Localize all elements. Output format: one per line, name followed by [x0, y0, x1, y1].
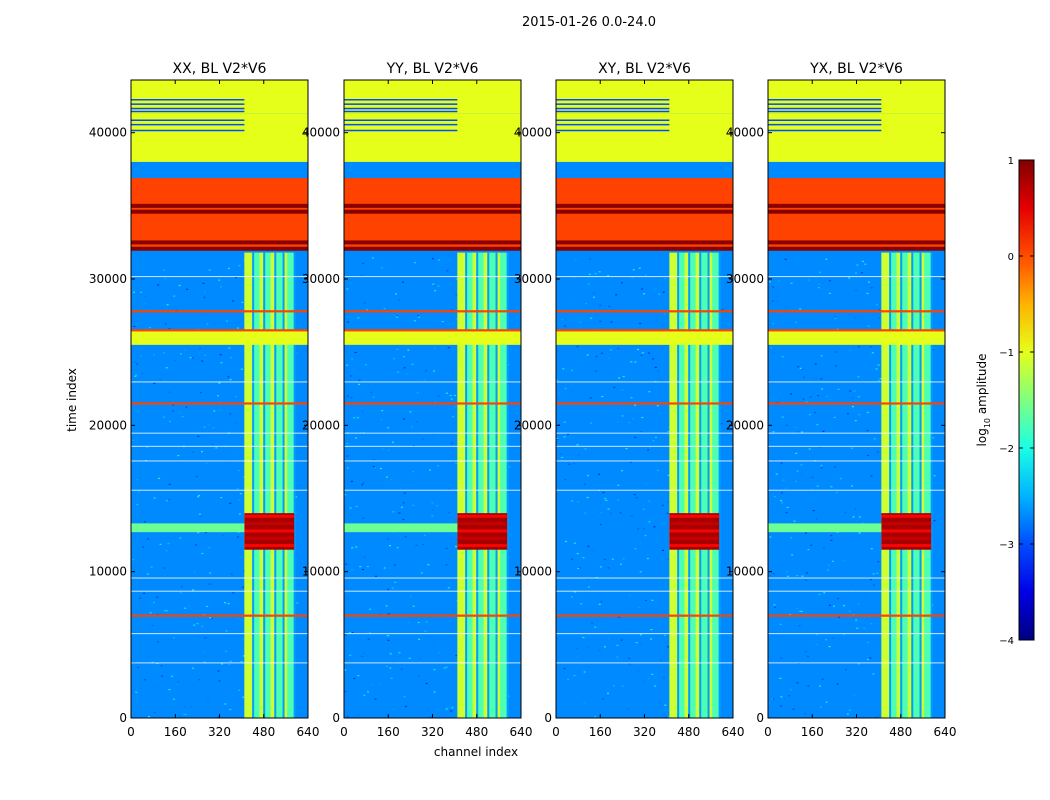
heatmap-image: [344, 80, 521, 718]
y-tick-label: 30000: [726, 272, 764, 286]
y-tick-label: 40000: [726, 126, 764, 140]
x-tick-label: 160: [801, 725, 824, 739]
x-axis-label: channel index: [434, 745, 518, 759]
y-tick-label: 30000: [89, 272, 127, 286]
colorbar-gradient: [1018, 159, 1035, 641]
y-tick-label: 0: [544, 711, 552, 725]
x-tick-label: 160: [164, 725, 187, 739]
heatmap-image: [131, 80, 308, 718]
y-tick-label: 20000: [514, 418, 552, 432]
y-tick-label: 30000: [302, 272, 340, 286]
heatmap-image: [556, 80, 733, 718]
colorbar-tick-label: 0: [1008, 252, 1014, 263]
panel-title: YX, BL V2*V6: [809, 61, 903, 77]
y-tick-label: 10000: [726, 565, 764, 579]
panel-xy: XY, BL V2*V6 0 160 320 480 640 0 10000 20000 3000…: [514, 61, 745, 739]
colorbar-tick-label: −1: [999, 348, 1014, 359]
panels-group: XX, BL V2*V6 0 160 320 480 640 0 10000 20000 3000…: [89, 61, 957, 739]
x-tick-label: 640: [510, 725, 533, 739]
panel-title: YY, BL V2*V6: [386, 61, 479, 77]
panel-xx: XX, BL V2*V6 0 160 320 480 640 0 10000 20000 3000…: [89, 61, 320, 739]
y-tick-label: 20000: [302, 418, 340, 432]
panel-yy: YY, BL V2*V6 0 160 320 480 640 0 10000 20000 3000…: [302, 61, 533, 739]
y-tick-label: 0: [119, 711, 127, 725]
colorbar-tick-label: −2: [999, 444, 1014, 455]
y-tick-label: 30000: [514, 272, 552, 286]
colorbar-tick-label: −4: [999, 636, 1014, 647]
colorbar: 1 0 −1 −2 −3 −4 log10 amplitude: [975, 156, 1035, 647]
panel-title: XX, BL V2*V6: [173, 61, 267, 77]
x-tick-label: 320: [208, 725, 231, 739]
x-tick-label: 0: [764, 725, 772, 739]
x-tick-label: 640: [297, 725, 320, 739]
y-tick-label: 10000: [514, 565, 552, 579]
panel-title: XY, BL V2*V6: [598, 61, 691, 77]
x-tick-label: 320: [421, 725, 444, 739]
panel-yx: YX, BL V2*V6 0 160 320 480 640 0 10000 20000 3000…: [726, 61, 957, 739]
colorbar-label: log10 amplitude: [975, 354, 992, 447]
x-tick-label: 160: [377, 725, 400, 739]
figure-suptitle: 2015-01-26 0.0-24.0: [522, 15, 656, 30]
x-tick-label: 160: [589, 725, 612, 739]
y-tick-label: 0: [756, 711, 764, 725]
y-tick-label: 10000: [89, 565, 127, 579]
x-tick-label: 640: [722, 725, 745, 739]
x-tick-label: 480: [252, 725, 275, 739]
y-tick-label: 20000: [89, 418, 127, 432]
y-axis-label: time index: [65, 368, 79, 432]
y-tick-label: 40000: [302, 126, 340, 140]
y-tick-label: 40000: [89, 126, 127, 140]
x-tick-label: 0: [340, 725, 348, 739]
colorbar-tick-label: 1: [1008, 156, 1014, 167]
x-tick-label: 480: [889, 725, 912, 739]
colorbar-tick-label: −3: [999, 540, 1014, 551]
x-tick-label: 320: [633, 725, 656, 739]
y-tick-label: 20000: [726, 418, 764, 432]
x-tick-label: 320: [845, 725, 868, 739]
x-tick-label: 480: [465, 725, 488, 739]
x-tick-label: 480: [677, 725, 700, 739]
y-tick-label: 10000: [302, 565, 340, 579]
x-tick-label: 0: [127, 725, 135, 739]
x-tick-label: 0: [552, 725, 560, 739]
y-tick-label: 0: [332, 711, 340, 725]
heatmap-image: [768, 80, 945, 718]
x-tick-label: 640: [934, 725, 957, 739]
y-tick-label: 40000: [514, 126, 552, 140]
